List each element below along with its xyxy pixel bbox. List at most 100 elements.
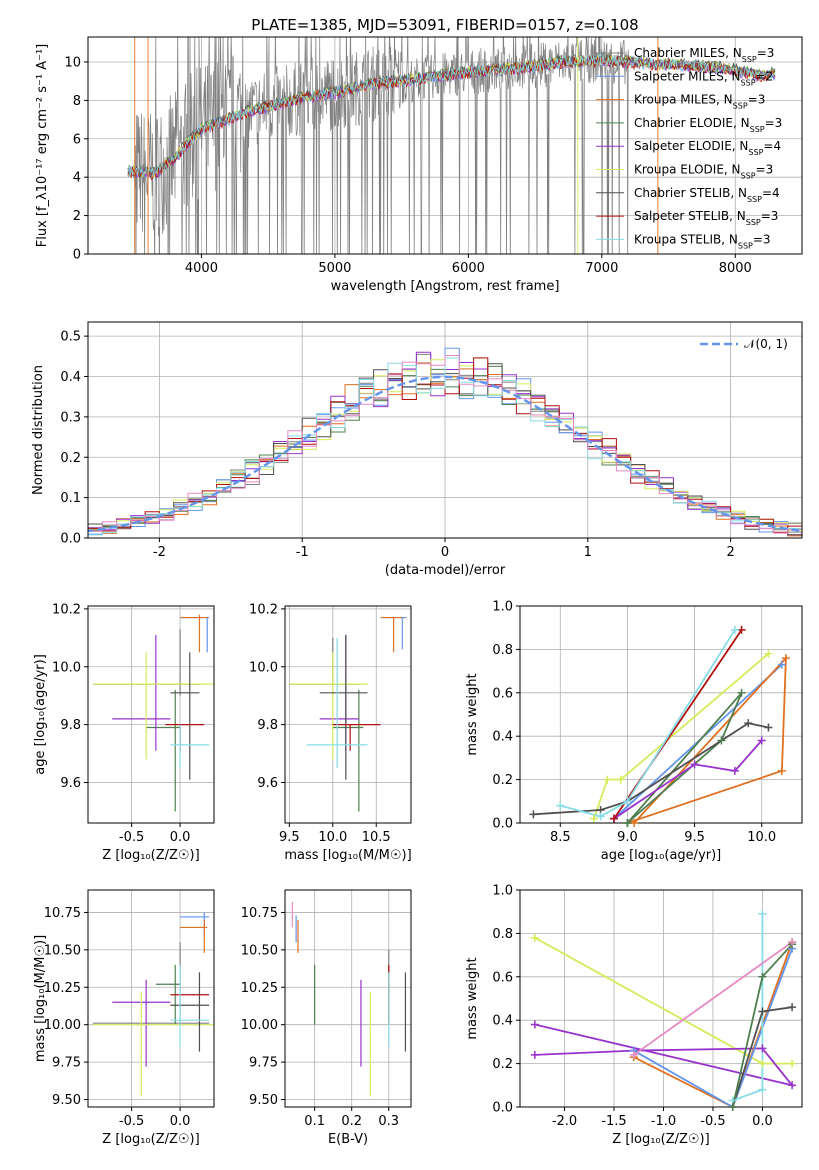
mass-weight-marker	[764, 723, 773, 732]
x-tick-label: -0.5	[119, 830, 144, 845]
y-tick-label: 0.4	[60, 370, 81, 385]
y-tick-label: 10.50	[44, 943, 81, 958]
mass-weight-marker	[529, 810, 538, 819]
massweight_vs_Z-ylabel: mass weight	[465, 957, 480, 1039]
mass-weight-marker	[717, 736, 726, 745]
y-tick-label: 0.0	[492, 817, 513, 832]
legend-entry: Kroupa ELODIE, NSSP=3	[634, 163, 773, 181]
mass-weight-marker	[623, 797, 632, 806]
y-tick-label: 0.8	[492, 643, 513, 658]
mass-weight-marker	[744, 719, 753, 728]
mass-weight-marker	[730, 766, 739, 775]
x-tick-label: -1.5	[601, 1114, 626, 1129]
y-tick-label: 10	[64, 55, 81, 70]
y-tick-label: 10.2	[249, 602, 278, 617]
mass-weight-marker	[788, 1003, 797, 1012]
mass_vs_ebv-plot-area	[291, 901, 407, 1097]
mass-weight-marker	[556, 801, 565, 810]
legend-entry: Kroupa MILES, NSSP=3	[634, 93, 765, 111]
model-spectrum-line	[127, 53, 776, 177]
mass-weight-marker	[728, 1103, 737, 1111]
mass-weight-marker	[596, 812, 605, 821]
y-tick-label: 0.4	[492, 1014, 513, 1029]
mass-weight-marker	[777, 660, 786, 669]
mass-weight-marker	[758, 909, 767, 918]
mass_vs_ebv-axes: 0.1 0.2 0.3 9.50 9.75 10.00 10.25 10.50 10.75 E(B…	[241, 889, 412, 1147]
y-tick-label: 0.8	[492, 927, 513, 942]
mass-weight-marker	[589, 814, 598, 823]
y-tick-label: 0.5	[60, 330, 81, 345]
mass-weight-marker	[616, 775, 625, 784]
spectrum-xlabel: wavelength [Angstrom, rest frame]	[331, 279, 560, 294]
mass-weight-series-line	[633, 941, 793, 1056]
x-tick-label: 5000	[318, 261, 351, 276]
y-tick-label: 10.50	[241, 943, 278, 958]
massweight_vs_age-xlabel: age [log₁₀(age/yr)]	[601, 848, 722, 863]
mass_vs_Z-ylabel: mass [log₁₀(M/M☉)]	[33, 935, 48, 1062]
mass_vs_ebv-xlabel: E(B-V)	[328, 1132, 368, 1147]
y-tick-label: 10.2	[52, 602, 81, 617]
mass-weight-marker	[788, 1059, 797, 1068]
y-tick-label: 9.75	[249, 1056, 278, 1071]
y-tick-label: 0	[73, 248, 81, 263]
mass-weight-marker	[758, 1085, 767, 1094]
y-tick-label: 6	[73, 132, 81, 147]
spectrum-ylabel: Flux [f_λ10⁻¹⁷ erg cm⁻² s⁻¹ A⁻¹]	[35, 44, 50, 248]
y-tick-label: 9.8	[60, 718, 81, 733]
massweight_vs_Z-frame	[519, 889, 803, 1108]
x-tick-label: 8000	[719, 261, 752, 276]
mass-weight-marker	[758, 972, 767, 981]
x-tick-label: 0.1	[304, 1114, 325, 1129]
mass-weight-series-line	[627, 655, 787, 823]
mass-weight-marker	[530, 933, 539, 942]
y-tick-label: 9.50	[52, 1093, 81, 1108]
age_vs_Z-ylabel: age [log₁₀(age/yr)]	[33, 654, 48, 775]
age_vs_mass-axes: 9.5 10.0 10.5 9.6 9.8 10.0 10.2 mass [log₁₀(M/M…	[249, 602, 412, 863]
spectrum-plot-area	[127, 37, 776, 254]
y-tick-label: 9.8	[257, 718, 278, 733]
y-tick-label: 10.75	[44, 906, 81, 921]
mass-weight-marker	[690, 760, 699, 769]
mass-weight-series-line	[626, 692, 743, 823]
massweight_vs_Z-axes: -2.0 -1.5 -1.0 -0.5 0.0 0.0 0.2 0.4 0.6 0.8 1.0 Z […	[465, 884, 803, 1147]
spectrum-axes: 4000 5000 6000 7000 8000 0 2 4 6 8 10 wavelength [A…	[35, 36, 803, 294]
x-tick-label: 0.2	[341, 1114, 362, 1129]
age_vs_mass-frame	[284, 605, 412, 824]
mass-weight-series-line	[633, 941, 793, 1107]
mass-weight-marker	[610, 814, 618, 823]
y-tick-label: 1.0	[492, 600, 513, 615]
mass-weight-series-line	[560, 629, 736, 818]
y-tick-label: 8	[73, 94, 81, 109]
x-tick-label: 10.0	[747, 830, 776, 845]
x-tick-label: 0.3	[378, 1114, 399, 1129]
gaussian-reference-curve	[88, 375, 802, 533]
y-tick-label: 0.6	[492, 686, 513, 701]
x-tick-label: -1.0	[651, 1114, 676, 1129]
y-tick-label: 10.25	[241, 981, 278, 996]
y-tick-label: 9.50	[249, 1093, 278, 1108]
mass_vs_ebv-frame	[284, 889, 412, 1108]
residual_histogram-axes: -2 -1 0 1 2 0.0 0.1 0.2 0.3 0.4 0.5 (data-model)/er…	[31, 321, 803, 578]
x-tick-label: 0.0	[170, 1114, 191, 1129]
histogram-legend-label: 𝒩(0, 1)	[744, 337, 788, 351]
x-tick-label: -0.5	[119, 1114, 144, 1129]
y-tick-label: 2	[73, 209, 81, 224]
mass-weight-marker	[730, 625, 739, 634]
x-tick-label: 7000	[585, 261, 618, 276]
mass-weight-marker	[737, 688, 746, 697]
spectrum-frame	[87, 36, 803, 255]
legend-entry: Kroupa STELIB, NSSP=3	[634, 232, 771, 250]
mass-weight-marker	[757, 736, 766, 745]
age_vs_mass-xlabel: mass [log₁₀(M/M☉)]	[284, 848, 411, 863]
y-tick-label: 9.6	[60, 776, 81, 791]
y-tick-label: 0.0	[492, 1101, 513, 1116]
x-tick-label: -2	[153, 545, 166, 560]
x-tick-label: 9.5	[684, 830, 705, 845]
mass-weight-marker	[758, 1007, 767, 1016]
legend-entry: Chabrier ELODIE, NSSP=3	[634, 116, 782, 133]
y-tick-label: 0.1	[60, 491, 81, 506]
y-tick-label: 1.0	[492, 884, 513, 899]
histogram-series	[88, 355, 802, 536]
